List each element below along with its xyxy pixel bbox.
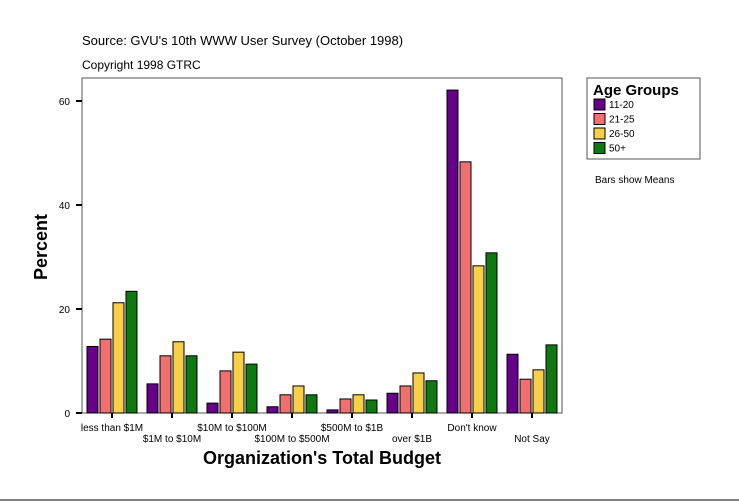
x-tick-label: over $1B — [392, 434, 432, 445]
bar-50+-2 — [245, 363, 258, 414]
bar-26-50-4 — [352, 394, 365, 414]
bar-11-20-3 — [266, 406, 279, 414]
bar-50+-4 — [365, 399, 378, 414]
bar-50+-7 — [545, 344, 558, 414]
legend: Age Groups 11-20 21-25 26-50 50+ — [586, 77, 701, 160]
bar-21-25-0 — [99, 338, 112, 414]
bar-11-20-1 — [146, 383, 159, 414]
chart-note: Bars show Means — [595, 175, 674, 186]
x-tick-label: less than $1M — [81, 423, 143, 434]
bar-26-50-2 — [232, 351, 245, 414]
y-tick-label: 20 — [59, 305, 71, 316]
bar-21-25-5 — [399, 385, 412, 414]
x-tick-label: $500M to $1B — [321, 423, 384, 434]
y-axis-label: Percent — [31, 214, 51, 280]
bar-11-20-6 — [446, 89, 459, 414]
bar-11-20-4 — [326, 409, 339, 414]
bar-26-50-6 — [472, 265, 485, 414]
legend-label: 11-20 — [609, 100, 634, 111]
plot-area — [81, 77, 563, 414]
bar-50+-5 — [425, 380, 438, 414]
legend-box — [586, 77, 701, 160]
legend-title: Age Groups — [593, 82, 679, 99]
x-tick-label: Not Say — [514, 434, 550, 445]
x-tick-label: Don't know — [447, 423, 497, 434]
y-tick-label: 60 — [59, 97, 71, 108]
legend-swatch-26-50 — [593, 127, 606, 140]
legend-swatch-21-25 — [593, 113, 606, 125]
x-tick-label: $100M to $500M — [254, 434, 329, 445]
x-axis-label: Organization's Total Budget — [203, 448, 441, 468]
y-tick-label: 40 — [59, 201, 71, 212]
x-tick-label: $1M to $10M — [143, 434, 201, 445]
y-tick-label: 0 — [64, 409, 70, 420]
x-tick-label: $10M to $100M — [197, 423, 267, 434]
bar-26-50-5 — [412, 372, 425, 414]
bar-21-25-6 — [459, 161, 472, 414]
bar-26-50-7 — [532, 369, 545, 414]
legend-swatch-50+ — [593, 142, 606, 154]
bar-50+-6 — [485, 252, 498, 414]
bar-21-25-1 — [159, 355, 172, 414]
bar-26-50-0 — [112, 302, 125, 414]
bar-11-20-7 — [506, 353, 519, 414]
legend-swatch-11-20 — [593, 98, 606, 111]
bar-11-20-0 — [86, 345, 99, 414]
bar-21-25-2 — [219, 370, 232, 414]
legend-label: 21-25 — [609, 115, 635, 126]
legend-label: 50+ — [609, 144, 626, 155]
bar-21-25-4 — [339, 398, 352, 414]
bar-50+-1 — [185, 355, 198, 414]
chart-title: Source: GVU's 10th WWW User Survey (Octo… — [82, 33, 403, 48]
bar-21-25-7 — [519, 378, 532, 414]
bar-11-20-2 — [206, 402, 219, 414]
bar-50+-3 — [305, 394, 318, 414]
bar-26-50-3 — [292, 385, 305, 414]
bar-50+-0 — [125, 290, 138, 414]
bar-26-50-1 — [172, 341, 185, 414]
bar-21-25-3 — [279, 394, 292, 414]
legend-label: 26-50 — [609, 129, 635, 140]
chart-subtitle: Copyright 1998 GTRC — [82, 58, 201, 72]
bar-11-20-5 — [386, 392, 399, 414]
